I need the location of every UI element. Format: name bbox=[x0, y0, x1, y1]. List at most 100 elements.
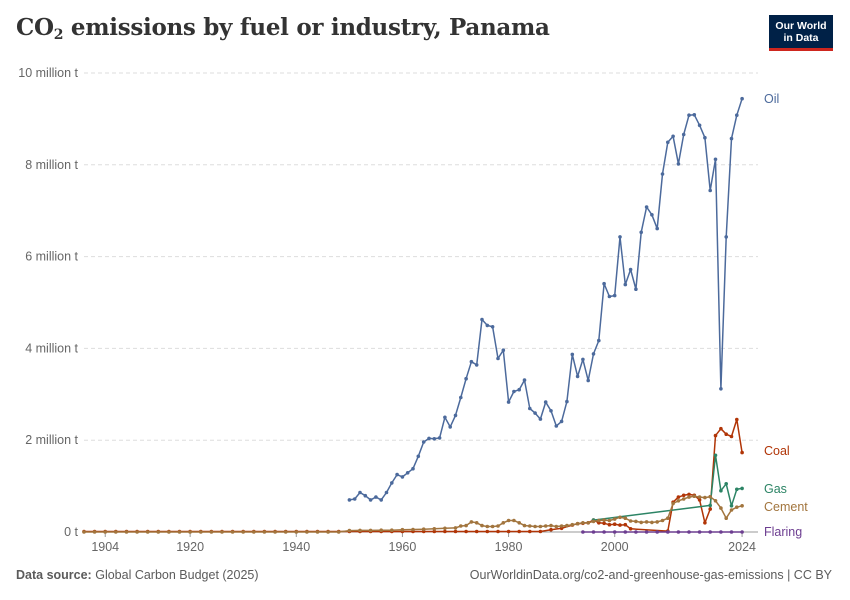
gas-point bbox=[729, 504, 734, 508]
grid-lines bbox=[84, 72, 758, 533]
chart-title: CO2 emissions by fuel or industry, Panam… bbox=[16, 14, 550, 43]
source-url[interactable]: OurWorldinData.org/co2-and-greenhouse-ga… bbox=[469, 568, 832, 582]
cement-point bbox=[713, 499, 718, 503]
cement-point bbox=[570, 522, 575, 527]
oil-point bbox=[607, 294, 612, 299]
x-tick-label: 2024 bbox=[728, 540, 756, 554]
oil-point bbox=[650, 213, 654, 217]
oil-point bbox=[554, 424, 559, 428]
flaring-point bbox=[666, 530, 670, 534]
oil-point bbox=[708, 188, 712, 193]
oil-point bbox=[692, 113, 697, 117]
coal-point bbox=[681, 493, 686, 498]
oil-point bbox=[411, 466, 415, 471]
cement-point bbox=[612, 517, 617, 521]
oil-point bbox=[490, 325, 495, 329]
coal-point bbox=[703, 521, 707, 525]
oil-point bbox=[655, 226, 659, 231]
oil-point bbox=[368, 498, 373, 502]
cement-point bbox=[671, 501, 675, 506]
gas-line bbox=[593, 454, 743, 521]
oil-point bbox=[735, 113, 739, 117]
x-tick-label: 1980 bbox=[495, 540, 523, 554]
cement-point bbox=[740, 504, 744, 508]
cement-point bbox=[315, 530, 320, 534]
cement-point bbox=[528, 524, 532, 528]
gas-point bbox=[740, 486, 744, 491]
oil-point bbox=[618, 235, 622, 239]
oil-point bbox=[363, 493, 368, 498]
cement-point bbox=[586, 521, 590, 525]
oil-point bbox=[453, 413, 458, 418]
cement-point bbox=[581, 521, 585, 525]
cement-point bbox=[543, 524, 548, 528]
coal-point bbox=[729, 434, 734, 439]
coal-point bbox=[687, 492, 691, 497]
cement-point bbox=[283, 530, 288, 534]
cement-point bbox=[480, 523, 484, 528]
y-axis-tick-labels: 0 t 2 million t 4 million t 6 million t 8 mi… bbox=[18, 66, 78, 539]
oil-point bbox=[660, 172, 665, 176]
cement-point bbox=[220, 530, 224, 534]
cement-point bbox=[597, 518, 601, 523]
cement-point bbox=[135, 530, 139, 534]
cement-point bbox=[464, 523, 468, 528]
cement-point bbox=[273, 530, 277, 534]
y-tick-label: 4 million t bbox=[25, 341, 78, 355]
cement-point bbox=[209, 530, 214, 534]
cement-point bbox=[145, 530, 150, 534]
cement-point bbox=[294, 530, 299, 534]
cement-point bbox=[517, 521, 521, 525]
coal-point bbox=[628, 527, 633, 531]
cement-point bbox=[666, 516, 670, 520]
oil-point bbox=[740, 96, 744, 101]
oil-point bbox=[586, 378, 590, 383]
cement-point bbox=[660, 518, 665, 523]
flaring-point bbox=[729, 530, 734, 534]
cement-point bbox=[188, 530, 192, 534]
x-tick-label: 1920 bbox=[176, 540, 204, 554]
cement-point bbox=[114, 530, 118, 534]
y-tick-label: 10 million t bbox=[18, 66, 78, 80]
oil-point bbox=[581, 357, 585, 362]
coal-point bbox=[443, 529, 447, 534]
cement-point bbox=[379, 528, 384, 532]
oil-point bbox=[421, 440, 426, 444]
coal-point bbox=[517, 529, 521, 534]
oil-point bbox=[729, 136, 734, 141]
oil-point bbox=[400, 475, 405, 479]
x-tick-label: 1960 bbox=[389, 540, 417, 554]
series-end-labels: Oil Coal Gas Cement Flaring bbox=[764, 92, 808, 539]
oil-point bbox=[474, 363, 479, 367]
flaring-point bbox=[687, 530, 691, 534]
gas-point bbox=[719, 488, 723, 493]
cement-point bbox=[92, 530, 97, 534]
oil-point bbox=[565, 399, 569, 404]
owid-logo[interactable]: Our World in Data bbox=[769, 15, 833, 51]
oil-point bbox=[347, 498, 352, 502]
cement-point bbox=[421, 527, 426, 531]
coal-point bbox=[506, 529, 511, 534]
cement-point bbox=[607, 518, 612, 523]
oil-point bbox=[543, 400, 548, 404]
coal-point bbox=[612, 522, 617, 526]
cement-point bbox=[538, 524, 543, 529]
cement-point bbox=[177, 530, 182, 534]
label-gas: Gas bbox=[764, 482, 787, 496]
cement-point bbox=[676, 499, 681, 503]
cement-point bbox=[703, 495, 707, 500]
coal-point bbox=[676, 495, 681, 499]
series-oil bbox=[347, 96, 744, 502]
oil-point bbox=[432, 437, 437, 441]
oil-point bbox=[464, 376, 468, 381]
oil-point bbox=[443, 415, 447, 420]
logo-line-1: Our World bbox=[775, 20, 827, 32]
cement-point bbox=[474, 521, 479, 525]
cement-point bbox=[575, 521, 580, 526]
coal-point bbox=[735, 417, 739, 422]
cement-point bbox=[602, 518, 606, 522]
cement-point bbox=[549, 523, 553, 528]
oil-point bbox=[634, 287, 638, 292]
cement-point bbox=[230, 530, 235, 534]
